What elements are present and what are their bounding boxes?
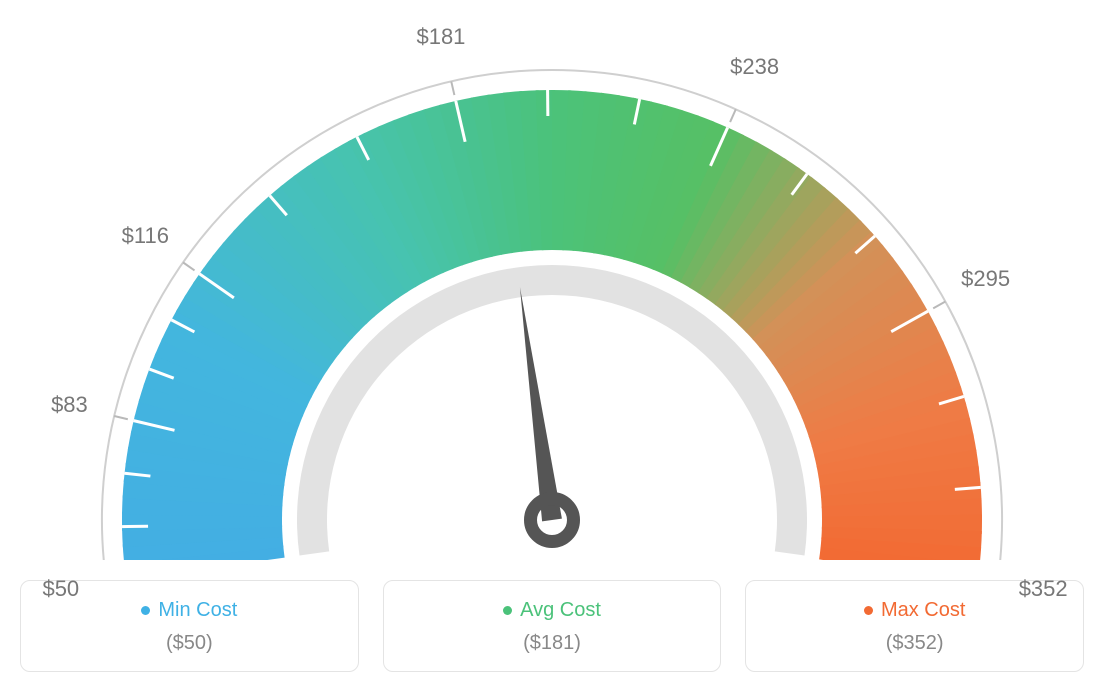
legend-title: Avg Cost [503, 599, 601, 622]
legend-dot-icon [141, 606, 150, 615]
gauge-outer-tick [183, 262, 194, 270]
legend-row: Min Cost ($50) Avg Cost ($181) Max Cost ($352… [20, 580, 1084, 672]
legend-dot-icon [864, 606, 873, 615]
legend-value: ($352) [756, 632, 1073, 655]
gauge-tick-label: $238 [730, 54, 779, 80]
legend-label: Min Cost [158, 599, 237, 622]
legend-value: ($181) [394, 632, 711, 655]
gauge-tick-label: $83 [51, 392, 88, 418]
gauge-tick-label: $50 [42, 576, 79, 602]
gauge-tick-label: $295 [961, 266, 1010, 292]
legend-label: Max Cost [881, 599, 965, 622]
legend-label: Avg Cost [520, 599, 601, 622]
legend-title: Max Cost [864, 599, 965, 622]
gauge-tick [955, 487, 981, 489]
legend-box: Avg Cost ($181) [383, 580, 722, 672]
gauge-tick-label: $352 [1019, 576, 1068, 602]
gauge-tick-label: $116 [122, 223, 169, 249]
gauge-outer-tick [451, 81, 454, 95]
gauge-tick-label: $181 [416, 24, 465, 50]
legend-dot-icon [503, 606, 512, 615]
legend-value: ($50) [31, 632, 348, 655]
gauge-outer-tick [933, 302, 945, 309]
gauge-chart: $50$83$116$181$238$295$352 [20, 20, 1084, 560]
legend-title: Min Cost [141, 599, 237, 622]
gauge-needle [520, 287, 562, 521]
gauge-outer-tick [730, 109, 736, 122]
gauge-outer-tick [114, 416, 128, 419]
gauge-svg [20, 20, 1084, 560]
cost-gauge-container: $50 $83 $116 $181 $238 $295 $352 Min Cost ($50)… [20, 20, 1084, 672]
